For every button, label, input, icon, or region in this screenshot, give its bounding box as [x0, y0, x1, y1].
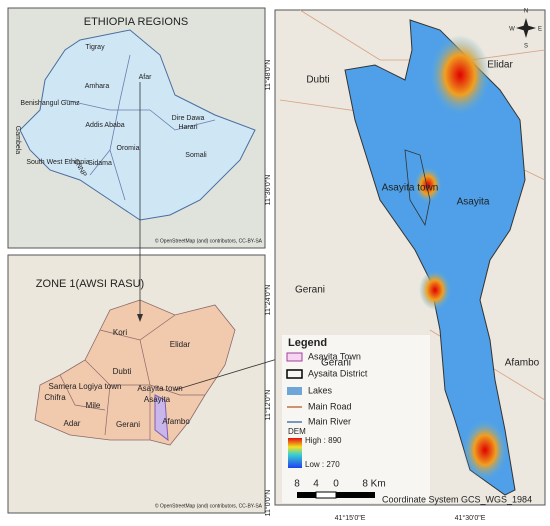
scale-bar [315, 491, 337, 499]
compass-label: N [524, 9, 528, 15]
latitude-label: 11°48'0"N [264, 60, 272, 91]
region-label: Sidama [88, 160, 112, 167]
place-label: Samera Logiya town [49, 382, 122, 391]
place-label: Gerani [116, 420, 140, 429]
scale-label: 8 Km [362, 479, 385, 490]
region-label: Benishangul Gumz [20, 100, 80, 107]
place-label: Asayita town [382, 183, 439, 194]
scale-label: 0 [333, 479, 339, 490]
place-label: Asayita [457, 197, 490, 208]
latitude-label: 11°36'0"N [264, 175, 272, 206]
legend-label: Lakes [308, 385, 333, 395]
dem-high [430, 35, 490, 115]
place-label: Elidar [487, 60, 513, 71]
compass-label: E [538, 27, 542, 33]
place-label: Elidar [170, 340, 191, 349]
scale-label: 4 [313, 479, 319, 490]
place-label: Chifra [44, 393, 66, 402]
legend-swatch-district [286, 369, 303, 379]
legend-dem-high: High : 890 [305, 436, 342, 445]
woreda-borders [59, 314, 205, 440]
latitude-label: 11°24'0"N [264, 285, 272, 316]
place-label: Kori [113, 328, 127, 337]
legend-label: Aysaita District [308, 368, 368, 378]
scale-bar [336, 492, 375, 498]
longitude-label: 41°15'0"E [335, 514, 366, 522]
arrow-head [137, 314, 143, 322]
place-label: Afambo [505, 358, 540, 369]
compass [516, 18, 536, 38]
place-label: Mile [86, 401, 101, 410]
place-label: Dubti [306, 75, 329, 86]
coordinate-system: Coordinate System GCS_WGS_1984 [382, 494, 532, 504]
region-label: South West Ethiopia [26, 159, 89, 166]
region-label: Somali [185, 152, 207, 159]
compass-label: S [524, 44, 528, 50]
dem-high [463, 420, 507, 480]
legend-dem-low: Low : 270 [305, 460, 340, 469]
attribution: © OpenStreetMap (and) contributors, CC-B… [155, 502, 263, 509]
dem-high [414, 167, 442, 203]
asayita-town-zone [154, 394, 169, 442]
legend-title: Legend [288, 337, 327, 349]
dem-high [419, 270, 451, 310]
region-borders [64, 54, 216, 201]
dem-surface [344, 19, 526, 496]
place-label: Gerani [321, 358, 351, 369]
panel-title: ETHIOPIA REGIONS [84, 16, 189, 28]
scale-label: 8 [294, 479, 300, 490]
place-label: Adar [64, 419, 81, 428]
region-label: Harari [178, 124, 198, 131]
attribution: © OpenStreetMap (and) contributors, CC-B… [155, 237, 263, 244]
region-label: Dire Dawa [172, 115, 205, 122]
region-label: Tigray [85, 44, 105, 51]
legend-swatch-town [286, 352, 303, 362]
region-label: Gambela [14, 126, 21, 155]
place-label: Asayita [144, 395, 171, 404]
longitude-label: 41°30'0"E [455, 514, 486, 522]
place-label: Gerani [295, 285, 325, 296]
region-label: Oromia [117, 145, 140, 152]
legend-label: Main Road [308, 401, 352, 411]
legend-dem-ramp [288, 438, 302, 468]
legend-box [282, 335, 430, 503]
zone-boundary [34, 299, 236, 446]
place-label: Asayita town [137, 384, 182, 393]
legend-swatch-lakes [287, 387, 302, 395]
region-label: Amhara [85, 83, 110, 90]
scale-bar [297, 492, 316, 498]
region-label: Afar [139, 74, 153, 81]
latitude-label: 11°12'0"N [264, 390, 272, 421]
legend-dem-title: DEM [288, 427, 306, 436]
asayita-town-boundary [404, 149, 431, 227]
compass-label: W [509, 27, 515, 33]
place-label: Afambo [162, 417, 190, 426]
latitude-label: 11°0'0"N [264, 490, 272, 517]
region-label: Addis Ababa [85, 122, 124, 129]
place-label: Dubti [113, 367, 132, 376]
panel-title: ZONE 1(AWSI RASU) [36, 278, 144, 290]
legend-label: Asayita Town [308, 351, 361, 361]
legend-label: Main River [308, 416, 351, 426]
